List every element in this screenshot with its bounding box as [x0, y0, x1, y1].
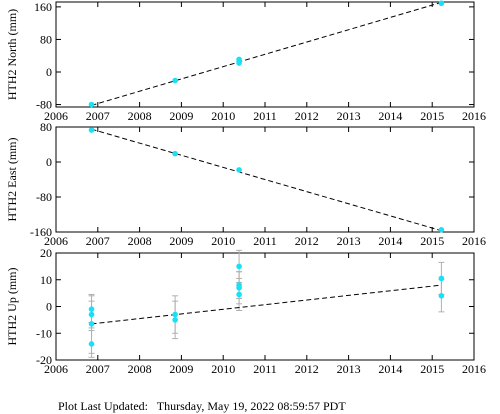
x-tick-label: 2007 — [86, 234, 110, 248]
gps-timeseries-figure: 2006 2007 2008 2009 2010 2011 2012 2013 2014 2015… — [5, 0, 486, 376]
x-tick-label: 2006 — [44, 234, 68, 248]
trend-line — [91, 128, 442, 232]
x-tick-label: 2013 — [337, 109, 361, 123]
data-point — [88, 306, 95, 312]
y-axis-label: HTH2 East (mm) — [5, 138, 19, 222]
x-tick-label: 2016 — [462, 362, 486, 376]
x-tick-label: 2016 — [462, 109, 486, 123]
x-tick-label: 2009 — [169, 109, 193, 123]
y-tick-label: -80 — [36, 190, 52, 204]
data-point — [88, 341, 95, 347]
data-point — [172, 150, 178, 157]
x-tick-label: 2011 — [253, 109, 277, 123]
data-point — [236, 291, 242, 298]
x-tick-label: 2015 — [420, 362, 444, 376]
data-point — [172, 77, 178, 84]
data-point — [438, 227, 445, 233]
x-tick-label: 2013 — [337, 362, 361, 376]
y-tick-label: 0 — [46, 300, 52, 314]
y-tick-label: 0 — [46, 155, 52, 169]
x-tick-label: 2009 — [169, 362, 193, 376]
data-point — [88, 321, 95, 327]
y-tick-label: -80 — [36, 98, 52, 112]
y-tick-label: 80 — [40, 120, 52, 134]
y-tick-label: -10 — [36, 326, 52, 340]
x-tick-label: 2010 — [211, 234, 235, 248]
data-point — [172, 317, 178, 323]
x-tick-label: 2007 — [86, 109, 110, 123]
x-tick-label: 2010 — [211, 109, 235, 123]
data-point — [88, 101, 95, 108]
data-point — [88, 311, 95, 318]
y-tick-label: 10 — [40, 273, 52, 287]
x-tick-label: 2012 — [295, 109, 319, 123]
data-point — [172, 311, 178, 318]
trend-line — [91, 284, 442, 325]
x-tick-label: 2010 — [211, 362, 235, 376]
y-tick-label: 160 — [34, 0, 52, 14]
x-tick-label: 2015 — [420, 234, 444, 248]
x-tick-label: 2008 — [128, 234, 152, 248]
y-tick-label: 20 — [40, 246, 52, 260]
x-tick-label: 2015 — [420, 109, 444, 123]
plot-updated-footer: Plot Last Updated: Thursday, May 19, 202… — [52, 384, 346, 414]
y-axis-label: HTH2 Up (mm) — [5, 268, 19, 346]
plot-frame-3 — [55, 252, 475, 361]
data-point — [236, 263, 242, 270]
x-tick-label: 2016 — [462, 234, 486, 248]
x-tick-label: 2006 — [44, 109, 68, 123]
x-tick-label: 2014 — [378, 109, 402, 123]
data-point — [88, 127, 95, 133]
x-tick-label: 2008 — [128, 362, 152, 376]
x-tick-label: 2008 — [128, 109, 152, 123]
data-point — [438, 275, 445, 282]
data-point — [236, 56, 242, 63]
y-tick-label: -20 — [36, 353, 52, 367]
x-tick-label: 2014 — [378, 362, 402, 376]
footer-label: Plot Last Updated: — [58, 399, 148, 413]
x-tick-label: 2011 — [253, 234, 277, 248]
y-tick-label: 80 — [40, 32, 52, 46]
x-tick-label: 2014 — [378, 234, 402, 248]
data-point — [236, 284, 242, 291]
x-tick-label: 2012 — [295, 362, 319, 376]
x-tick-label: 2011 — [253, 362, 277, 376]
y-axis-label: HTH2 North (mm) — [5, 9, 19, 100]
x-tick-label: 2006 — [44, 362, 68, 376]
footer-timestamp: Thursday, May 19, 2022 08:59:57 PDT — [156, 399, 346, 413]
trend-line — [91, 1, 442, 106]
data-point — [236, 167, 242, 173]
data-point — [438, 293, 445, 299]
x-tick-label: 2013 — [337, 234, 361, 248]
x-tick-label: 2007 — [86, 362, 110, 376]
y-tick-label: -160 — [30, 225, 52, 239]
x-tick-label: 2009 — [169, 234, 193, 248]
y-tick-label: 0 — [46, 65, 52, 79]
x-tick-label: 2012 — [295, 234, 319, 248]
data-point — [438, 0, 445, 7]
